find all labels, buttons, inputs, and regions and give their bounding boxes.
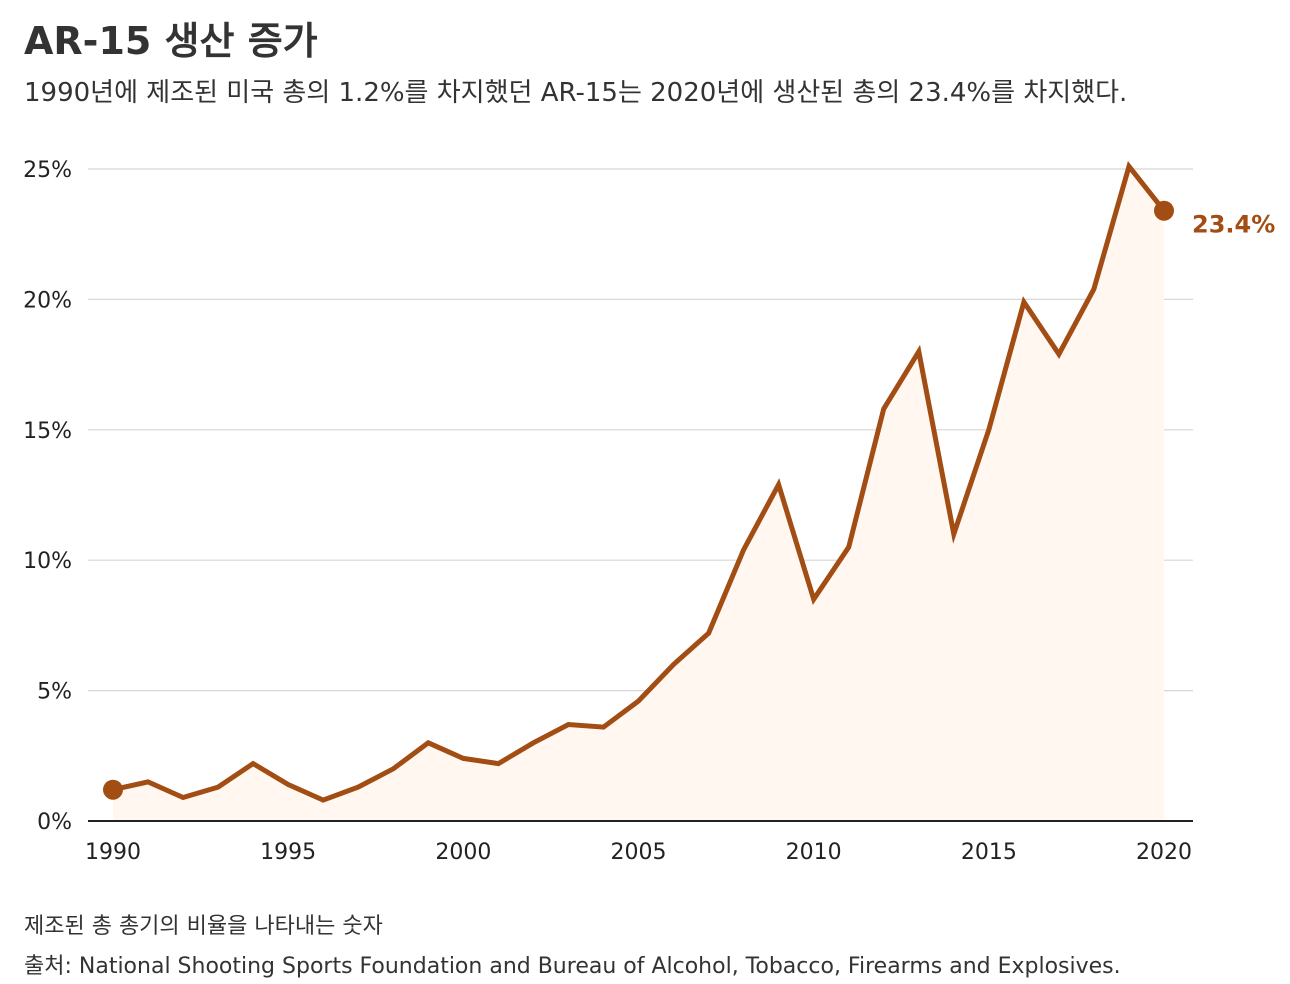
start-point-marker xyxy=(103,779,123,800)
y-tick-label: 10% xyxy=(23,549,72,574)
x-tick-label: 2000 xyxy=(435,840,491,865)
area-fill xyxy=(113,166,1164,821)
chart-source: 출처: National Shooting Sports Foundation … xyxy=(24,954,1121,979)
x-tick-labels: 1990 1995 2000 2005 2010 2015 2020 xyxy=(85,840,1192,865)
end-value-label: 23.4% xyxy=(1192,211,1275,239)
y-tick-label: 5% xyxy=(37,680,72,705)
x-tick-label: 2010 xyxy=(786,840,842,865)
x-tick-label: 2020 xyxy=(1136,840,1192,865)
y-tick-label: 15% xyxy=(23,419,72,444)
chart-title: AR-15 생산 증가 xyxy=(24,19,318,63)
series-line-ar15 xyxy=(112,161,1166,803)
y-tick-label: 20% xyxy=(23,288,72,313)
x-tick-label: 2015 xyxy=(961,840,1017,865)
x-tick-label: 2005 xyxy=(611,840,667,865)
y-tick-label: 0% xyxy=(37,810,72,835)
y-tick-label: 25% xyxy=(23,158,72,183)
x-tick-label: 1995 xyxy=(260,840,316,865)
x-tick-label: 1990 xyxy=(85,840,141,865)
chart-note: 제조된 총 총기의 비율을 나타내는 숫자 xyxy=(24,914,383,939)
end-point-marker xyxy=(1154,200,1174,221)
y-tick-labels: 0% 5% 10% 15% 20% 25% xyxy=(23,158,72,835)
chart-subtitle: 1990년에 제조된 미국 총의 1.2%를 차지했던 AR-15는 2020년… xyxy=(24,78,1128,108)
